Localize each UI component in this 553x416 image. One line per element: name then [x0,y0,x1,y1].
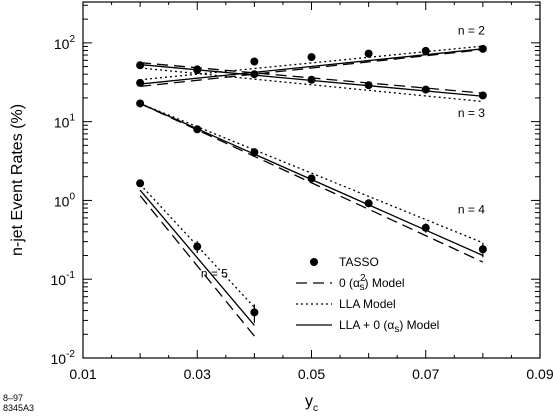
legend-label-prefix: LLA + 0 ( [339,318,387,332]
legend-label-suffix: ) Model [399,318,439,332]
legend-marker-tasso [310,258,318,266]
data-point-n3 [136,61,145,70]
data-point-n5 [136,179,145,188]
data-point-n3 [421,85,430,94]
data-point-n4 [307,174,316,183]
data-point-n3 [250,70,259,79]
y-tick-base: 10 [54,193,70,209]
curve-dotted-n3 [140,67,483,103]
labels-layer: n-jet Event Rates (%) yc n = 2 n = 3 n = 4 n … [9,23,485,414]
annotation-label: n = 4 [458,203,485,217]
x-axis-label-subscript: c [313,403,318,414]
figure-code-id: 8345A3 [3,403,35,413]
x-tick-label: 0.03 [184,366,211,382]
legend-label-alpha: α [387,318,394,332]
legend-label-llaoas: LLA + 0 (αs) Model [339,318,439,335]
data-point-n2 [364,49,373,58]
curve-dashed-n4 [139,102,484,263]
data-point-n2 [136,78,145,87]
curve-dashed-n5 [139,195,255,337]
data-point-n4 [193,125,202,134]
y-tick-label: 10-2 [51,349,76,367]
data-point-n2 [478,44,487,53]
y-tick-base: 10 [54,36,70,52]
data-point-n4 [250,148,259,157]
data-point-n4 [364,199,373,208]
x-tick-label: 0.01 [69,366,96,382]
figure-code-date: 8–97 [3,393,24,403]
y-tick-base: 10 [51,272,67,288]
legend-label-lla: LLA Model [339,297,396,311]
points-layer [136,44,487,323]
legend-label-oas2: 0 (α2 s) Model [339,273,405,293]
legend-label-alpha: α [353,276,360,290]
y-axis-label: n-jet Event Rates (%) [9,104,26,256]
y-tick-base: 10 [54,115,70,131]
legend-label-subscript: s [394,324,399,335]
data-point-n4 [478,245,487,254]
data-point-n4 [136,99,145,108]
y-tick-label: 102 [54,34,76,52]
x-tick-label: 0.09 [526,366,553,382]
x-axis-label-base: y [305,393,313,410]
x-tick-label: 0.07 [412,366,439,382]
y-tick-exponent: 2 [69,34,75,45]
curve-dashed-n2 [140,48,483,88]
y-tick-exponent: 0 [69,191,75,202]
curve-solid-n5 [139,189,255,326]
legend-label-superscript: 2 [360,273,366,284]
annotation-label: n = 2 [458,23,485,37]
y-tick-label: 101 [54,113,76,131]
data-point-n5 [250,308,259,317]
annotation-label: n = 3 [458,106,485,120]
data-point-n2 [307,53,316,62]
data-point-n3 [193,66,202,75]
annotation-label: n = 5 [201,267,228,281]
data-point-n4 [421,223,430,232]
x-tick-label: 0.05 [298,366,325,382]
y-tick-exponent: 1 [69,113,75,124]
legend-label-subscript: s [360,282,365,293]
data-point-n3 [307,75,316,84]
legend-label-suffix: ) Model [365,276,405,290]
legend-label-prefix: 0 ( [339,276,353,290]
x-axis-label: yc [305,393,318,414]
data-point-n3 [364,81,373,90]
y-tick-exponent: -1 [66,270,75,281]
data-point-n2 [421,46,430,55]
data-point-n3 [478,91,487,100]
y-tick-exponent: -2 [66,349,75,360]
y-tick-label: 100 [54,191,76,209]
y-tick-label: 10-1 [51,270,76,288]
curve-dotted-n2 [140,45,483,81]
y-tick-base: 10 [51,351,67,367]
curves-layer [139,45,484,337]
data-point-n5 [193,242,202,251]
curve-dotted-n4 [139,102,484,244]
data-point-n2 [250,57,259,66]
legend-label-tasso: TASSO [339,255,379,269]
